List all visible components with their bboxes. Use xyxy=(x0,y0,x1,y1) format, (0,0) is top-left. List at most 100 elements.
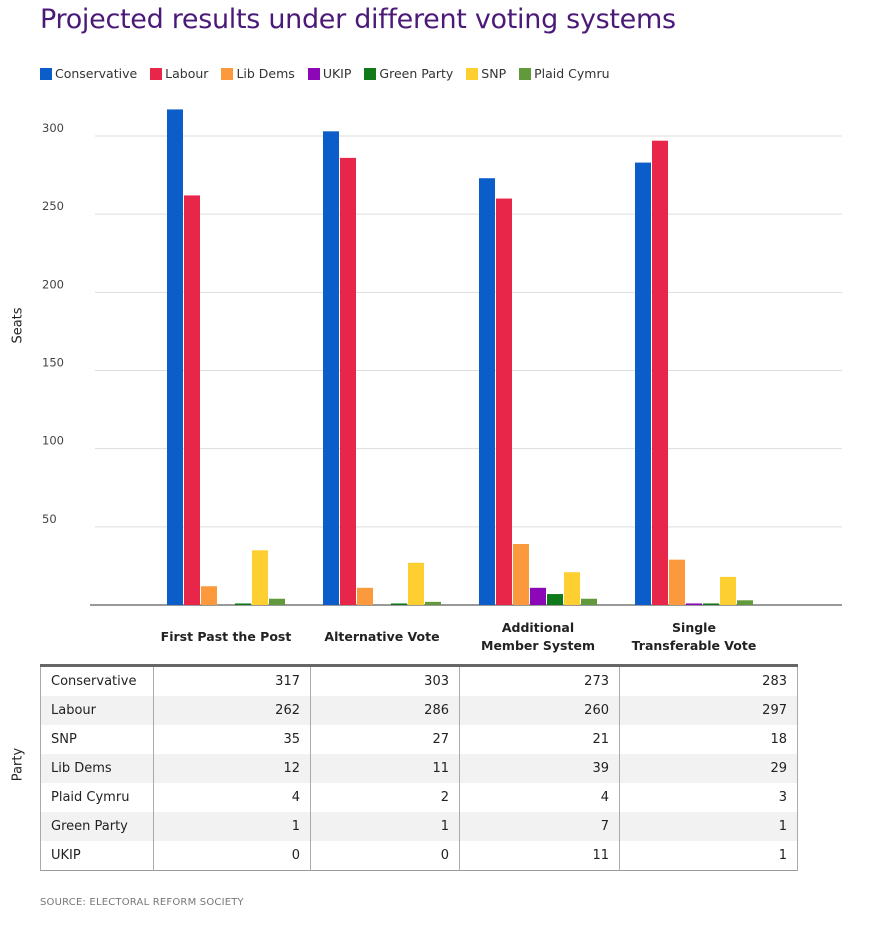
value-cell: 317 xyxy=(153,665,311,696)
value-cell: 3 xyxy=(619,783,798,812)
x-tick-label: Member System xyxy=(481,638,595,653)
value-cell: 4 xyxy=(153,783,311,812)
bar-plaid-cymru xyxy=(425,601,441,605)
y-tick-label: 300 xyxy=(42,121,64,135)
value-cell: 11 xyxy=(310,754,460,783)
value-cell: 18 xyxy=(619,725,798,754)
value-cell: 1 xyxy=(619,812,798,841)
bar-plaid-cymru xyxy=(737,600,753,605)
bar-labour xyxy=(184,195,200,605)
legend-label: UKIP xyxy=(322,66,352,81)
chart-title: Projected results under different voting… xyxy=(40,4,676,35)
y-axis-label: Seats xyxy=(10,307,26,344)
legend-swatch xyxy=(307,67,320,80)
value-cell: 1 xyxy=(153,812,311,841)
value-cell: 2 xyxy=(310,783,460,812)
legend-label: Conservative xyxy=(55,66,138,81)
legend-item: Green Party xyxy=(364,66,453,81)
value-cell: 39 xyxy=(459,754,620,783)
bar-green-party xyxy=(235,603,251,605)
party-cell: Conservative xyxy=(40,665,154,696)
value-cell: 29 xyxy=(619,754,798,783)
table-row: Conservative 317 303 273 283 xyxy=(40,665,798,696)
y-tick-label: 100 xyxy=(42,434,64,448)
legend-swatch xyxy=(40,67,52,80)
party-cell: UKIP xyxy=(40,841,154,871)
bar-labour xyxy=(496,198,512,606)
legend-item: UKIP xyxy=(307,66,352,81)
table-row: Plaid Cymru 4 2 4 3 xyxy=(40,783,798,812)
table-row: Lib Dems 12 11 39 29 xyxy=(40,754,798,783)
bar-conservative xyxy=(479,178,495,605)
value-cell: 260 xyxy=(459,696,620,725)
legend-label: Plaid Cymru xyxy=(534,66,610,81)
bar-lib-dems xyxy=(357,587,373,605)
bar-chart: 50 100 150 200 250 300 First Past the Post Alte… xyxy=(42,109,842,653)
bar-lib-dems xyxy=(513,544,529,605)
bar-snp xyxy=(408,562,424,605)
bar-conservative xyxy=(167,109,183,605)
legend-label: Lib Dems xyxy=(236,66,295,81)
bar-plaid-cymru xyxy=(269,598,285,605)
legend-item: Labour xyxy=(150,66,208,81)
value-cell: 262 xyxy=(153,696,311,725)
y-tick-label: 150 xyxy=(42,356,64,370)
data-table: Conservative 317 303 273 283 Labour 262 286 260 2… xyxy=(40,664,798,871)
value-cell: 1 xyxy=(310,812,460,841)
value-cell: 0 xyxy=(153,841,311,871)
party-cell: Labour xyxy=(40,696,154,725)
legend-swatch xyxy=(150,67,163,80)
party-cell: Green Party xyxy=(40,812,154,841)
x-tick-label: Transferable Vote xyxy=(632,638,757,653)
legend-swatch xyxy=(364,67,377,80)
bar-lib-dems xyxy=(669,559,685,605)
value-cell: 11 xyxy=(459,841,620,871)
table-row: UKIP 0 0 11 1 xyxy=(40,841,798,871)
table-row: SNP 35 27 21 18 xyxy=(40,725,798,754)
table-row: Labour 262 286 260 297 xyxy=(40,696,798,725)
value-cell: 35 xyxy=(153,725,311,754)
bar-green-party xyxy=(547,594,563,605)
value-cell: 7 xyxy=(459,812,620,841)
value-cell: 21 xyxy=(459,725,620,754)
value-cell: 297 xyxy=(619,696,798,725)
legend-item: Conservative xyxy=(40,66,137,81)
bar-labour xyxy=(340,157,356,606)
bar-conservative xyxy=(635,162,651,605)
legend-swatch xyxy=(221,67,234,80)
party-cell: Lib Dems xyxy=(40,754,154,783)
bar-conservative xyxy=(323,131,339,605)
value-cell: 1 xyxy=(619,841,798,871)
bar-green-party xyxy=(703,603,719,605)
y-tick-label: 200 xyxy=(42,277,64,291)
legend-label: Green Party xyxy=(379,66,454,81)
bar-green-party xyxy=(391,603,407,605)
bar-ukip xyxy=(530,587,546,605)
bar-ukip xyxy=(686,603,702,605)
value-cell: 273 xyxy=(459,665,620,696)
value-cell: 12 xyxy=(153,754,311,783)
legend: Conservative Labour Lib Dems UKIP Green Part… xyxy=(40,66,610,81)
bar-snp xyxy=(252,550,268,605)
party-cell: Plaid Cymru xyxy=(40,783,154,812)
bar-snp xyxy=(564,572,580,605)
party-cell: SNP xyxy=(40,725,154,754)
legend-label: Labour xyxy=(165,66,209,81)
value-cell: 0 xyxy=(310,841,460,871)
bar-lib-dems xyxy=(201,586,217,605)
x-tick-label: Single xyxy=(672,620,716,635)
table-row: Green Party 1 1 7 1 xyxy=(40,812,798,841)
legend-swatch xyxy=(466,67,479,80)
legend-item: Plaid Cymru xyxy=(519,66,610,81)
legend-swatch xyxy=(519,67,532,80)
value-cell: 27 xyxy=(310,725,460,754)
table-axis-label: Party xyxy=(10,747,26,782)
value-cell: 286 xyxy=(310,696,460,725)
x-tick-label: Alternative Vote xyxy=(324,629,439,644)
bar-snp xyxy=(720,576,736,605)
bar-plaid-cymru xyxy=(581,598,597,605)
value-cell: 303 xyxy=(310,665,460,696)
legend-label: SNP xyxy=(481,66,507,81)
bar-labour xyxy=(652,140,668,605)
source-note: SOURCE: ELECTORAL REFORM SOCIETY xyxy=(40,897,244,908)
